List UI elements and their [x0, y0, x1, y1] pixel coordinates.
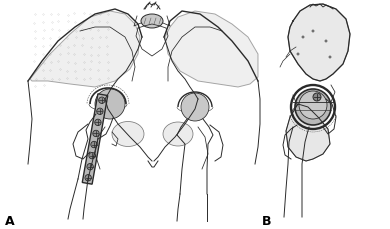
Circle shape [85, 175, 91, 181]
Circle shape [99, 98, 105, 104]
Polygon shape [82, 94, 108, 184]
Circle shape [95, 90, 125, 120]
Ellipse shape [163, 123, 193, 146]
Circle shape [329, 57, 331, 59]
Circle shape [91, 142, 97, 148]
Circle shape [87, 164, 93, 170]
PathPatch shape [165, 12, 258, 88]
Text: A: A [5, 214, 15, 227]
Ellipse shape [141, 15, 163, 29]
Circle shape [181, 94, 209, 121]
PathPatch shape [286, 105, 330, 161]
Circle shape [295, 90, 331, 125]
Circle shape [299, 92, 327, 120]
Circle shape [313, 94, 321, 101]
Circle shape [297, 54, 299, 56]
Circle shape [89, 153, 95, 159]
Ellipse shape [101, 97, 108, 102]
Circle shape [325, 41, 327, 43]
Circle shape [95, 120, 101, 126]
PathPatch shape [30, 12, 140, 88]
Circle shape [97, 109, 103, 115]
Circle shape [312, 31, 314, 33]
Text: B: B [262, 214, 271, 227]
Ellipse shape [112, 122, 144, 147]
Circle shape [302, 37, 304, 39]
Circle shape [93, 131, 99, 137]
PathPatch shape [288, 5, 350, 82]
